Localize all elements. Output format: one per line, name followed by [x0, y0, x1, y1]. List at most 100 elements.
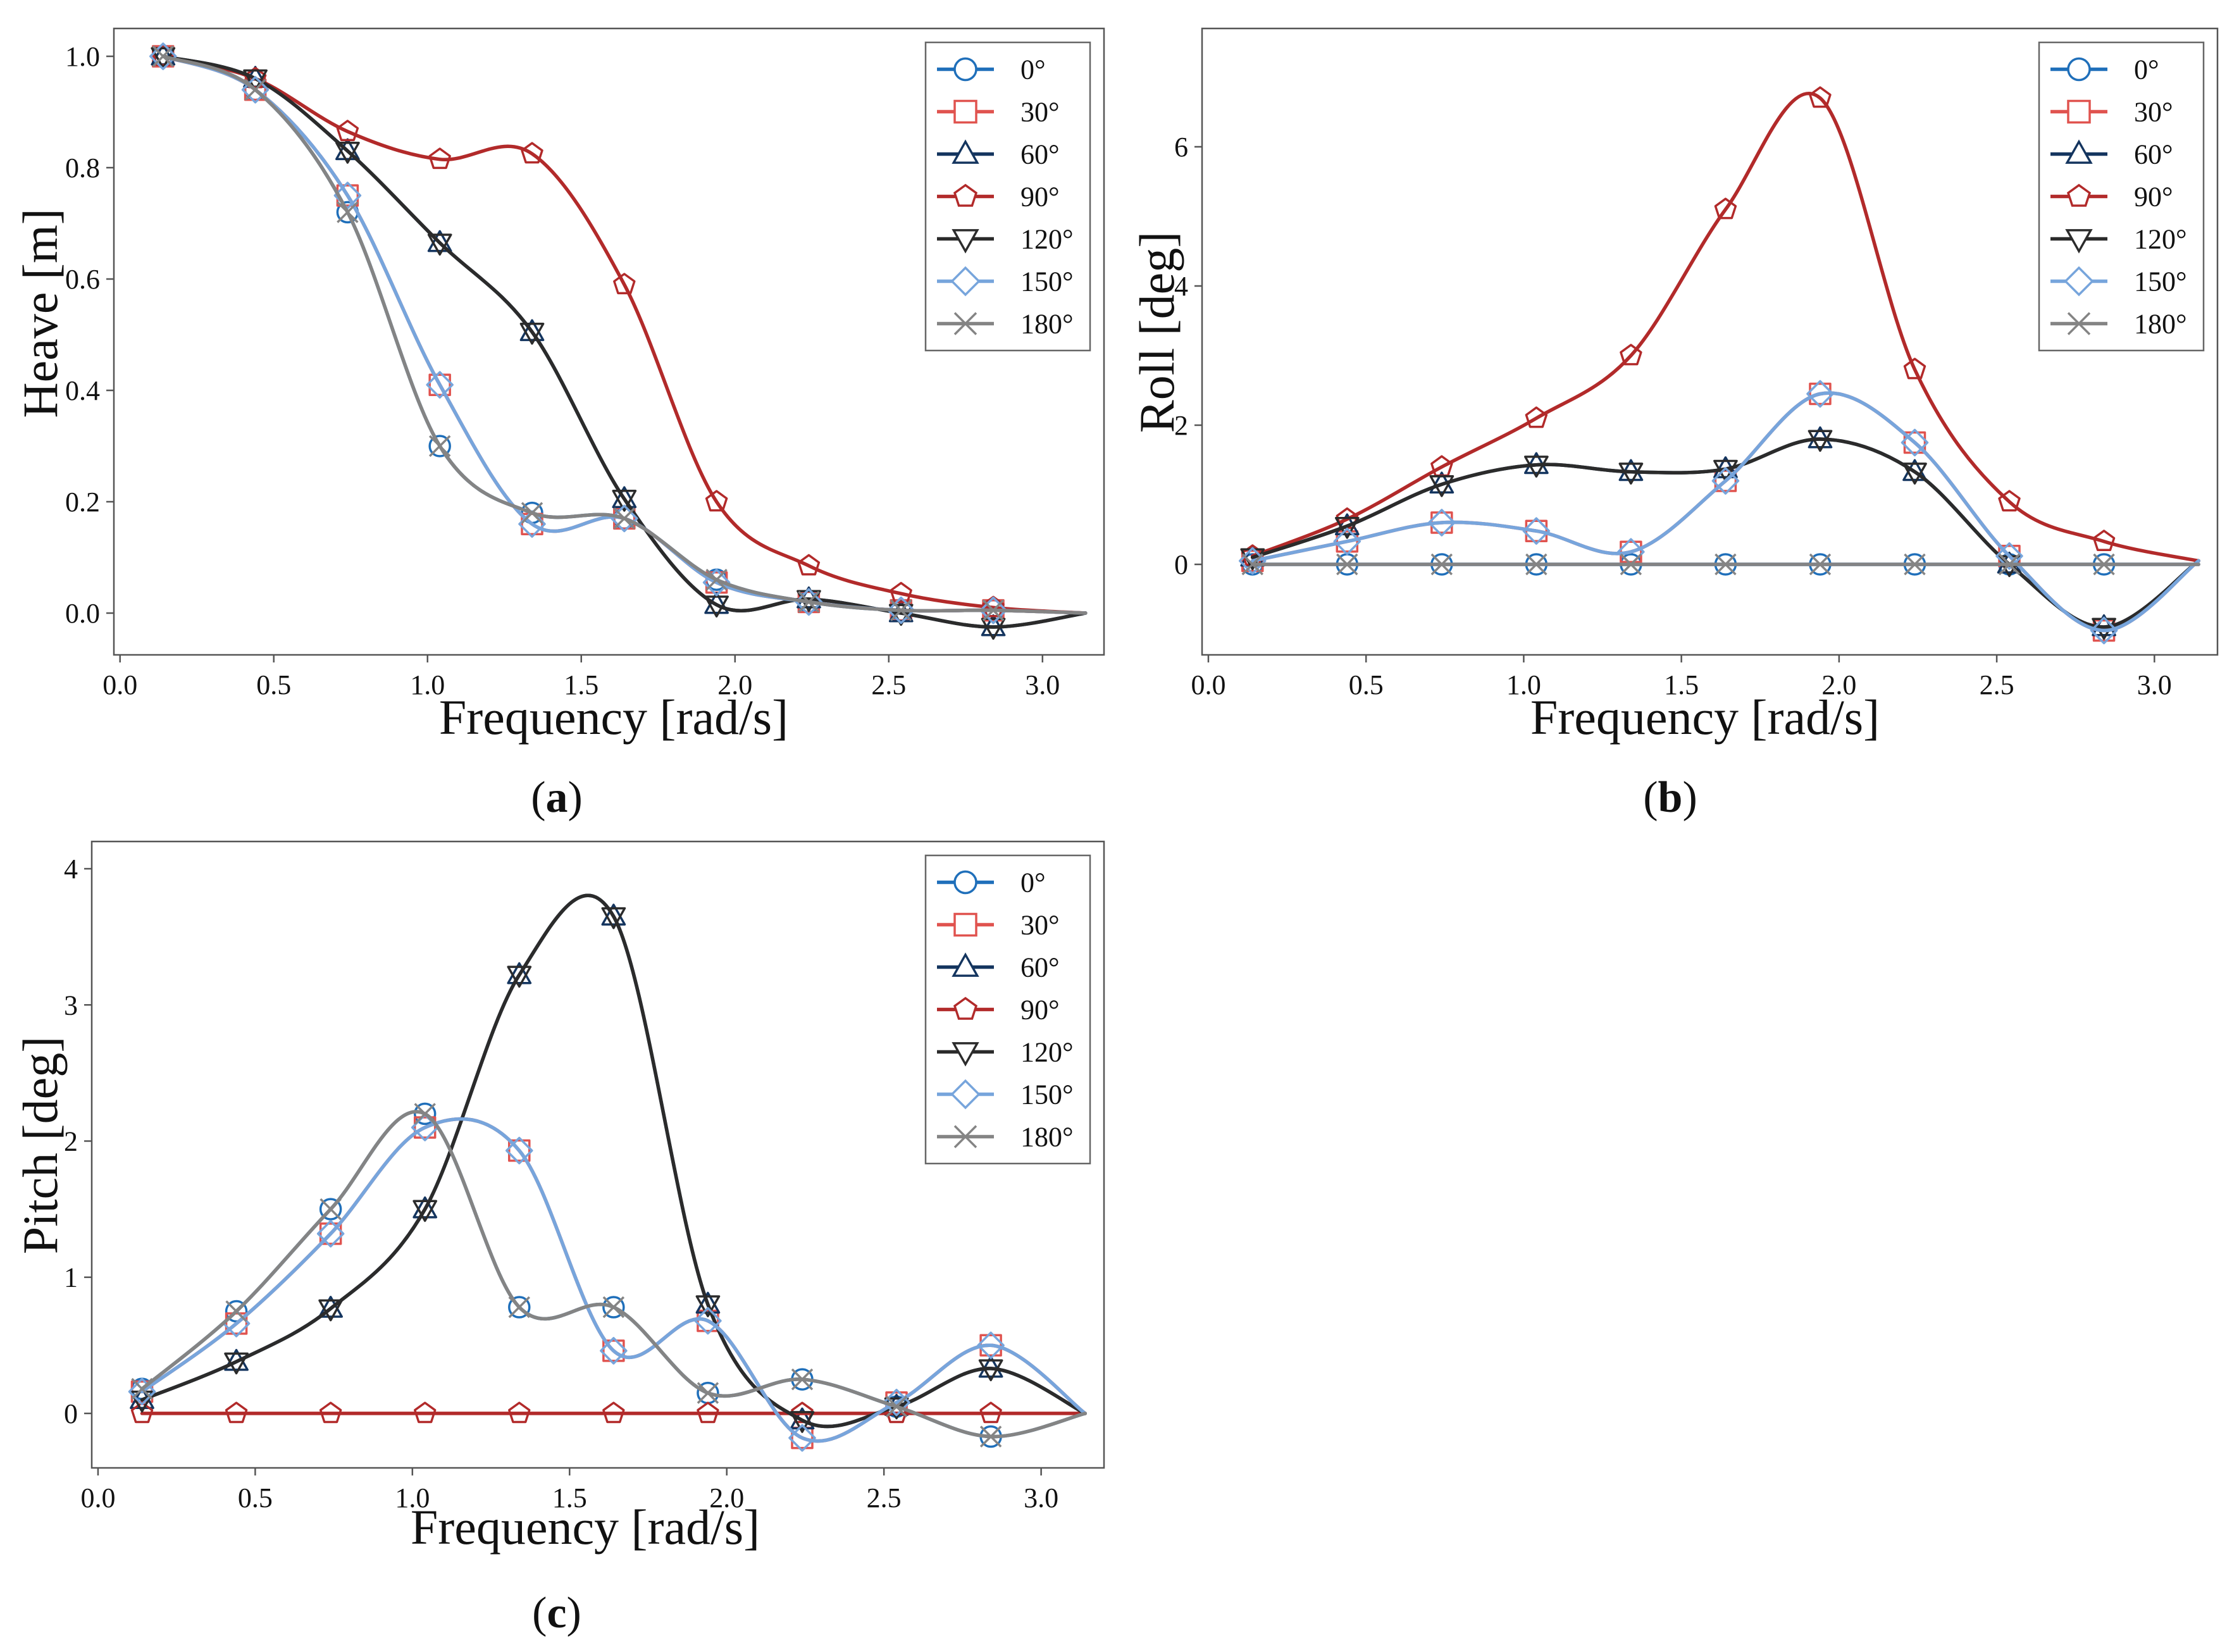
panel-c-legend-marker-5 — [950, 1079, 981, 1110]
panel-a-ytick-label: 0.4 — [65, 375, 100, 406]
panel-a-series-line-3 — [161, 54, 1088, 615]
panel-a-data-point — [613, 507, 636, 530]
panel-a-legend-marker-2 — [952, 139, 979, 164]
panel-b-legend-label-3: 90° — [2134, 182, 2173, 213]
panel-a-data-point — [427, 233, 452, 256]
panel-a-data-point — [519, 323, 545, 345]
panel-c-ytick-label: 4 — [64, 854, 78, 885]
panel-b-data-point — [1334, 516, 1360, 539]
panel-a-xtick-label: 0.5 — [256, 669, 291, 700]
panel-a-plot: 0.0 0.5 1.0 1.5 2.0 2.5 3.0 0.0 0.2 0.4 0.6 0.8 1.0 0… — [65, 27, 1105, 700]
panel-a-data-point — [243, 69, 268, 92]
panel-b-data-point — [1714, 197, 1737, 220]
panel-a-xlabel: Frequency [rad/s] — [439, 690, 788, 745]
panel-b-data-point — [1806, 380, 1834, 408]
panel-c-data-point — [601, 907, 626, 929]
panel-c-data-point — [602, 1296, 625, 1319]
panel-c-data-point — [977, 1331, 1005, 1360]
panel-b-caption: (b) — [1643, 773, 1697, 822]
panel-a-ytick-label: 0.0 — [65, 598, 100, 629]
panel-c-series-line-5 — [140, 1117, 1087, 1443]
panel-c-data-point — [412, 1200, 438, 1222]
panel-b-ytick-label: 6 — [1174, 132, 1188, 163]
panel-b-data-point — [1809, 553, 1832, 576]
panel-c-legend-label-6: 180° — [1020, 1122, 1074, 1153]
panel-a-data-point — [333, 182, 362, 209]
panel-b-ytick-label: 4 — [1174, 271, 1188, 302]
panel-a-legend-marker-3 — [953, 183, 978, 207]
panel-a-plot-frame — [113, 27, 1105, 656]
panel-c-legend-marker-2 — [952, 952, 979, 977]
panel-b-data-point — [1620, 553, 1642, 576]
panel-a-data-point — [890, 599, 912, 621]
panel-b-ytick-label: 2 — [1174, 410, 1188, 441]
panel-b-data-point — [2093, 553, 2115, 576]
panel-c-data-point — [694, 1307, 722, 1335]
panel-c-data-point — [697, 1401, 719, 1424]
panel-b-legend-marker-4 — [2065, 229, 2093, 254]
panel-c-xtick-label: 3.0 — [1024, 1482, 1058, 1513]
panel-c-data-point — [600, 1337, 628, 1365]
panel-a-data-point — [427, 230, 452, 252]
panel-a-legend-marker-4 — [952, 229, 979, 254]
panel-a-legend-label-6: 180° — [1020, 309, 1074, 340]
panel-b-xtick-label: 2.0 — [1821, 669, 1856, 700]
panel-a-data-point — [705, 490, 728, 512]
panel-a-data-point — [981, 618, 1006, 640]
panel-b-caption-letter: b — [1658, 773, 1683, 822]
panel-a-data-point — [152, 45, 175, 68]
panel-a-data-point — [521, 142, 543, 164]
panel-c-data-point — [507, 966, 532, 988]
panel-c-data-point — [790, 1411, 815, 1433]
panel-a: 0.0 0.5 1.0 1.5 2.0 2.5 3.0 0.0 0.2 0.4 0.6 0.8 1.0 0… — [13, 27, 1105, 822]
panel-a-ytick-label: 1.0 — [65, 41, 100, 72]
panel-c-data-point — [979, 1425, 1002, 1448]
panel-b-data-point — [1903, 357, 1926, 380]
panel-c-data-point — [697, 1381, 719, 1405]
panel-b-data-point — [2092, 530, 2116, 552]
panel-b-ylabel: Roll [deg] — [1129, 232, 1184, 433]
panel-b-legend-label-6: 180° — [2134, 309, 2187, 340]
panel-a-data-point — [428, 147, 451, 170]
panel-c-data-point — [791, 1368, 814, 1391]
panel-b-data-point — [1336, 553, 1358, 576]
panel-b-plot-frame — [1201, 27, 2219, 656]
panel-c-data-point — [225, 1401, 248, 1424]
panel-c-data-point — [602, 1296, 625, 1319]
panel-a-data-point — [337, 201, 359, 223]
panel-b-data-point — [1429, 475, 1454, 497]
panel-b-legend-label-0: 0° — [2134, 54, 2159, 85]
panel-b-xtick-label: 3.0 — [2137, 669, 2172, 700]
panel-c-data-point — [319, 1198, 342, 1220]
panel-a-data-point — [702, 568, 731, 597]
panel-c-data-point — [319, 1401, 342, 1424]
panel-b-legend-marker-2 — [2065, 139, 2093, 164]
panel-b-xtick-label: 1.5 — [1664, 669, 1699, 700]
panel-b-data-point — [1713, 459, 1738, 482]
panel-c-plot-frame — [90, 840, 1105, 1469]
panel-b-data-point — [1904, 553, 1926, 576]
panel-a-data-point — [149, 42, 177, 70]
panel-a-data-point — [521, 502, 543, 524]
panel-c-data-point — [978, 1355, 1003, 1378]
panel-a-data-point — [887, 596, 915, 624]
panel-c-xtick-label: 0.5 — [238, 1482, 273, 1513]
panel-c-data-point — [412, 1196, 438, 1219]
panel-a-data-point — [982, 599, 1005, 621]
panel-b-data-point — [1901, 428, 1929, 457]
panel-a-data-point — [979, 596, 1007, 624]
panel-a-data-point — [428, 435, 451, 457]
panel-a-data-point — [798, 591, 820, 613]
panel-a-xtick-label: 3.0 — [1025, 669, 1060, 700]
panel-b-legend-label-2: 60° — [2134, 139, 2173, 170]
panel-c-legend-marker-4 — [952, 1042, 979, 1067]
panel-c-data-point — [978, 1359, 1003, 1382]
panel-b-data-point — [1808, 430, 1833, 452]
panel-c-ytick-label: 3 — [64, 990, 78, 1021]
panel-c-data-point — [131, 1377, 153, 1400]
panel-b-legend-marker-3 — [2066, 183, 2092, 207]
panel-a-legend-marker-1 — [953, 99, 977, 124]
panel-a-data-point — [797, 554, 821, 576]
